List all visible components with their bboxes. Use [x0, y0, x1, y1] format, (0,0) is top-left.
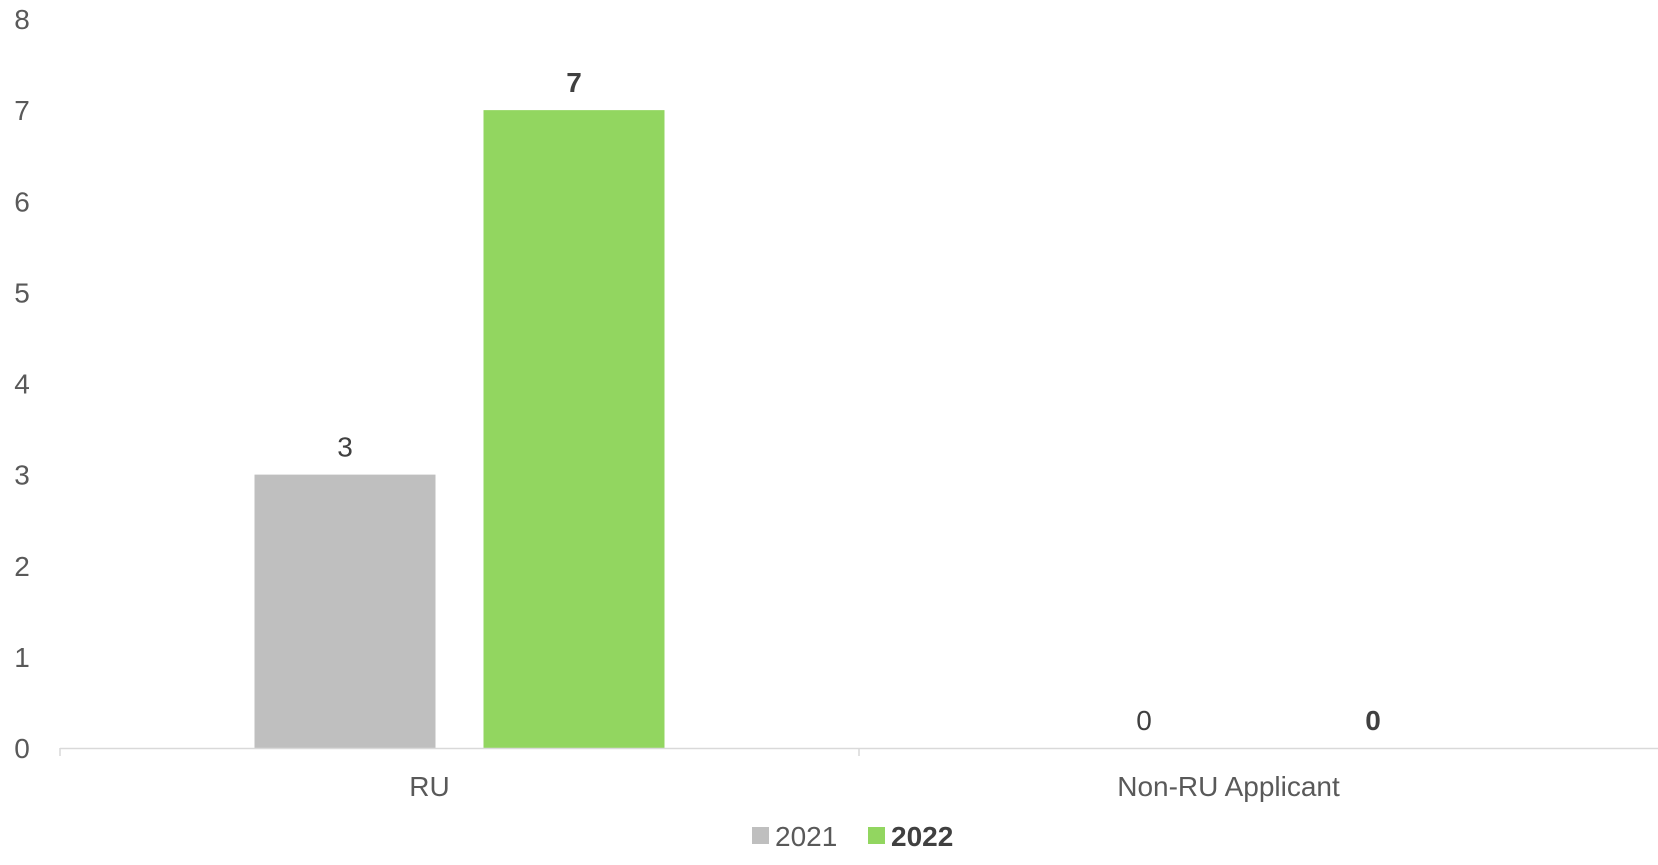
data-label: 7 — [566, 67, 582, 98]
category-labels: RU Non-RU Applicant — [409, 771, 1340, 802]
y-tick-label: 5 — [14, 277, 30, 308]
data-label: 0 — [1365, 705, 1381, 736]
y-tick-label: 3 — [14, 460, 30, 491]
category-label: RU — [409, 771, 449, 802]
y-tick-label: 6 — [14, 186, 30, 217]
legend: 2021 2022 — [752, 821, 953, 852]
legend-label-2021: 2021 — [775, 821, 837, 852]
y-tick-label: 1 — [14, 642, 30, 673]
legend-swatch-2022 — [868, 827, 885, 844]
y-tick-label: 4 — [14, 369, 30, 400]
legend-swatch-2021 — [752, 827, 769, 844]
y-axis-ticks: 0 1 2 3 4 5 6 7 8 — [14, 4, 30, 764]
data-labels: 3 7 0 0 — [337, 67, 1381, 736]
y-tick-label: 7 — [14, 95, 30, 126]
x-axis-ticks — [59, 748, 860, 756]
data-label: 3 — [337, 432, 353, 463]
data-label: 0 — [1136, 705, 1152, 736]
y-tick-label: 0 — [14, 733, 30, 764]
y-tick-label: 8 — [14, 4, 30, 35]
bars — [254, 110, 665, 748]
bar-2022-ru — [483, 110, 665, 748]
bar-2021-ru — [254, 474, 436, 748]
legend-label-2022: 2022 — [891, 821, 953, 852]
y-tick-label: 2 — [14, 551, 30, 582]
category-label: Non-RU Applicant — [1117, 771, 1340, 802]
